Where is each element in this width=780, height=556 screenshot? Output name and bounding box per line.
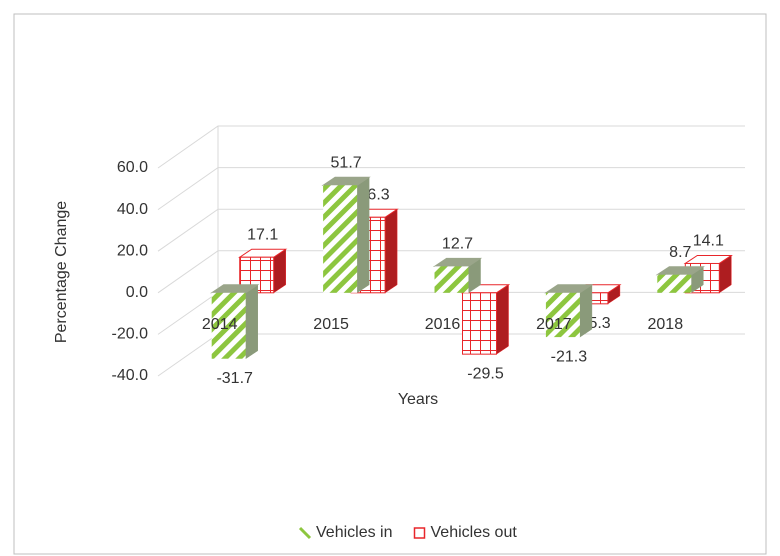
data-label: 8.7 bbox=[669, 244, 691, 261]
x-tick-label: 2016 bbox=[425, 316, 461, 333]
y-tick-label: -40.0 bbox=[112, 367, 149, 384]
data-label: 14.1 bbox=[693, 233, 724, 250]
bar-side bbox=[245, 284, 258, 360]
data-label: 51.7 bbox=[331, 154, 362, 171]
y-tick-label: -20.0 bbox=[112, 326, 149, 343]
data-label: 12.7 bbox=[442, 236, 473, 253]
data-label: -21.3 bbox=[551, 348, 588, 365]
x-tick-label: 2018 bbox=[648, 316, 684, 333]
x-axis-title: Years bbox=[398, 391, 438, 408]
y-tick-label: 0.0 bbox=[126, 284, 148, 301]
bar-side bbox=[579, 284, 593, 338]
bar bbox=[211, 292, 246, 359]
y-axis-title: Percentage Change bbox=[53, 201, 70, 343]
grid-line bbox=[157, 208, 745, 252]
legend-swatch bbox=[413, 527, 426, 539]
bar bbox=[462, 292, 497, 355]
data-label: 17.1 bbox=[247, 226, 278, 243]
bar bbox=[545, 292, 580, 338]
bar bbox=[657, 274, 692, 293]
grid-line bbox=[157, 125, 745, 169]
legend-label: Vehicles out bbox=[431, 524, 518, 541]
bar-side bbox=[496, 284, 509, 355]
bar-side bbox=[356, 176, 370, 294]
legend-swatch bbox=[298, 526, 312, 540]
bar-side bbox=[384, 208, 398, 294]
x-tick-label: 2015 bbox=[313, 316, 349, 333]
grid-line bbox=[157, 167, 745, 211]
data-label: -31.7 bbox=[216, 370, 253, 387]
x-tick-label: 2014 bbox=[202, 316, 238, 333]
y-tick-label: 40.0 bbox=[117, 201, 148, 218]
grid-line bbox=[157, 250, 745, 294]
x-tick-label: 2017 bbox=[536, 316, 572, 333]
bar bbox=[434, 266, 469, 293]
y-tick-label: 20.0 bbox=[117, 242, 148, 259]
y-tick-label: 60.0 bbox=[117, 159, 148, 176]
data-label: -29.5 bbox=[467, 365, 504, 382]
legend-label: Vehicles in bbox=[316, 524, 393, 541]
bar bbox=[323, 185, 358, 293]
